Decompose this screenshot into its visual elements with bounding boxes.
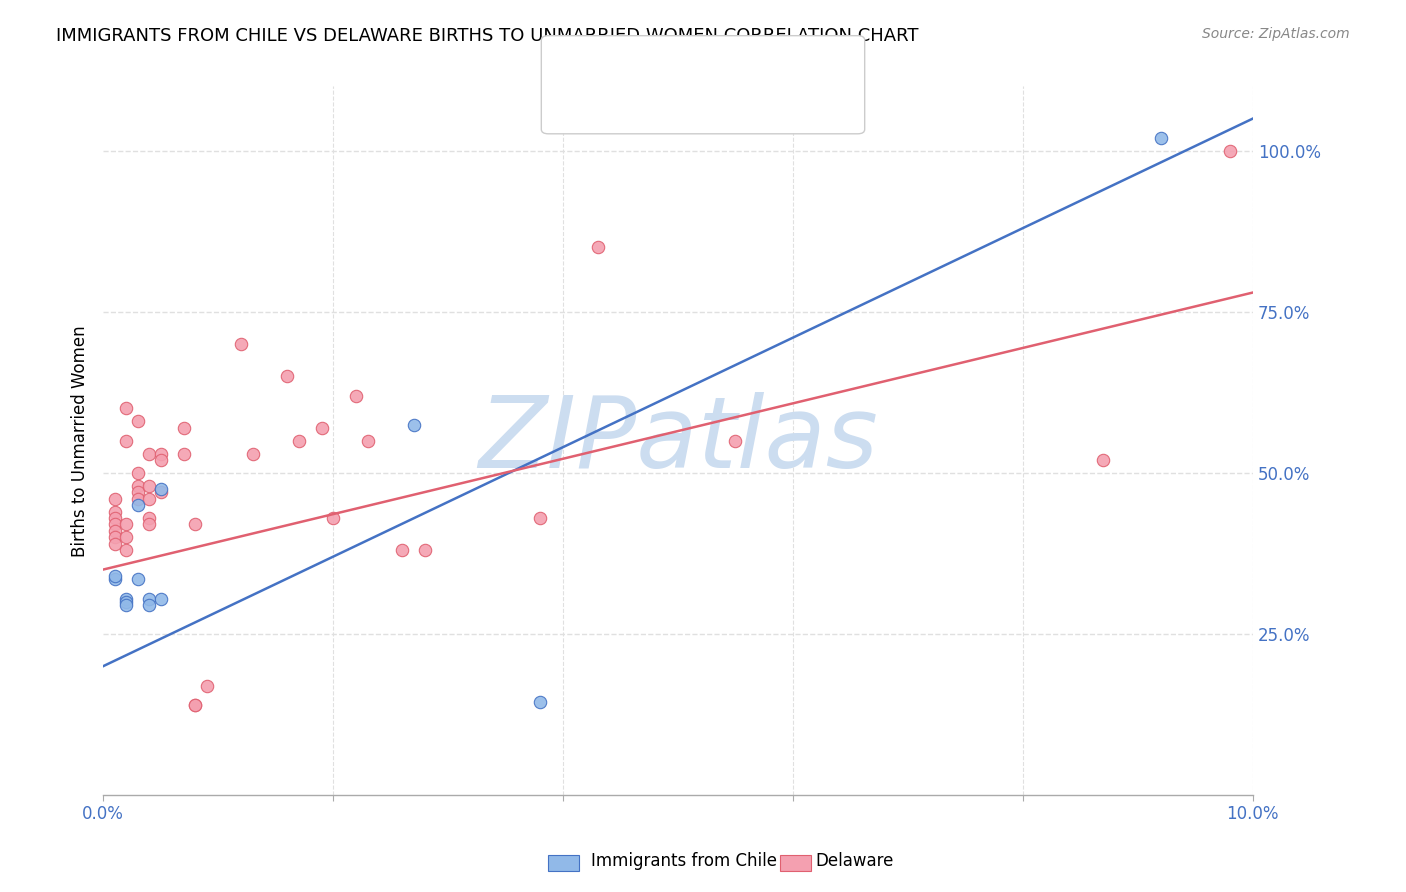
Point	[104, 537, 127, 551]
Point	[104, 491, 127, 506]
Point	[173, 447, 195, 461]
Text: ZIPatlas: ZIPatlas	[478, 392, 877, 489]
Point	[184, 517, 207, 532]
Point	[184, 698, 207, 712]
Point	[127, 414, 149, 428]
Point	[127, 572, 149, 586]
Point	[138, 591, 160, 606]
Point	[127, 479, 149, 493]
Point	[229, 337, 252, 351]
Text: Source: ZipAtlas.com: Source: ZipAtlas.com	[1202, 27, 1350, 41]
Point	[586, 240, 609, 254]
Point	[322, 511, 344, 525]
Point	[115, 591, 138, 606]
Text: Immigrants from Chile: Immigrants from Chile	[591, 852, 776, 870]
Y-axis label: Births to Unmarried Women: Births to Unmarried Women	[72, 325, 89, 557]
Point	[115, 595, 138, 609]
Bar	[553, 54, 571, 73]
Point	[127, 491, 149, 506]
Point	[1150, 131, 1173, 145]
Point	[1092, 453, 1115, 467]
Point	[127, 485, 149, 500]
Point	[115, 598, 138, 612]
Point	[127, 466, 149, 480]
Point	[138, 517, 160, 532]
Point	[104, 572, 127, 586]
Point	[276, 369, 298, 384]
Point	[149, 447, 172, 461]
Point	[127, 498, 149, 512]
Point	[115, 543, 138, 558]
Point	[138, 511, 160, 525]
Point	[311, 421, 333, 435]
Point	[149, 591, 172, 606]
Point	[529, 511, 551, 525]
Point	[391, 543, 413, 558]
Text: R = 0.794   N = 14: R = 0.794 N = 14	[569, 62, 754, 80]
Point	[149, 453, 172, 467]
Point	[242, 447, 264, 461]
Point	[344, 389, 367, 403]
Point	[104, 524, 127, 538]
Point	[115, 401, 138, 416]
Text: Delaware: Delaware	[815, 852, 894, 870]
Point	[287, 434, 309, 448]
Point	[413, 543, 436, 558]
Point	[138, 598, 160, 612]
Point	[104, 530, 127, 544]
Point	[195, 679, 218, 693]
Point	[104, 517, 127, 532]
Text: IMMIGRANTS FROM CHILE VS DELAWARE BIRTHS TO UNMARRIED WOMEN CORRELATION CHART: IMMIGRANTS FROM CHILE VS DELAWARE BIRTHS…	[56, 27, 918, 45]
Point	[115, 517, 138, 532]
Point	[173, 421, 195, 435]
Point	[138, 479, 160, 493]
Point	[138, 447, 160, 461]
Point	[529, 695, 551, 709]
Point	[402, 417, 425, 432]
Bar	[780, 855, 811, 871]
Point	[115, 530, 138, 544]
Bar	[553, 93, 571, 112]
Point	[356, 434, 378, 448]
Bar	[548, 855, 579, 871]
Point	[724, 434, 747, 448]
Point	[104, 569, 127, 583]
Point	[104, 505, 127, 519]
Point	[138, 491, 160, 506]
Point	[104, 511, 127, 525]
Point	[149, 485, 172, 500]
Point	[149, 482, 172, 496]
Text: R = 0.343   N = 46: R = 0.343 N = 46	[569, 103, 754, 120]
Point	[184, 698, 207, 712]
Point	[1219, 144, 1241, 158]
Point	[115, 434, 138, 448]
